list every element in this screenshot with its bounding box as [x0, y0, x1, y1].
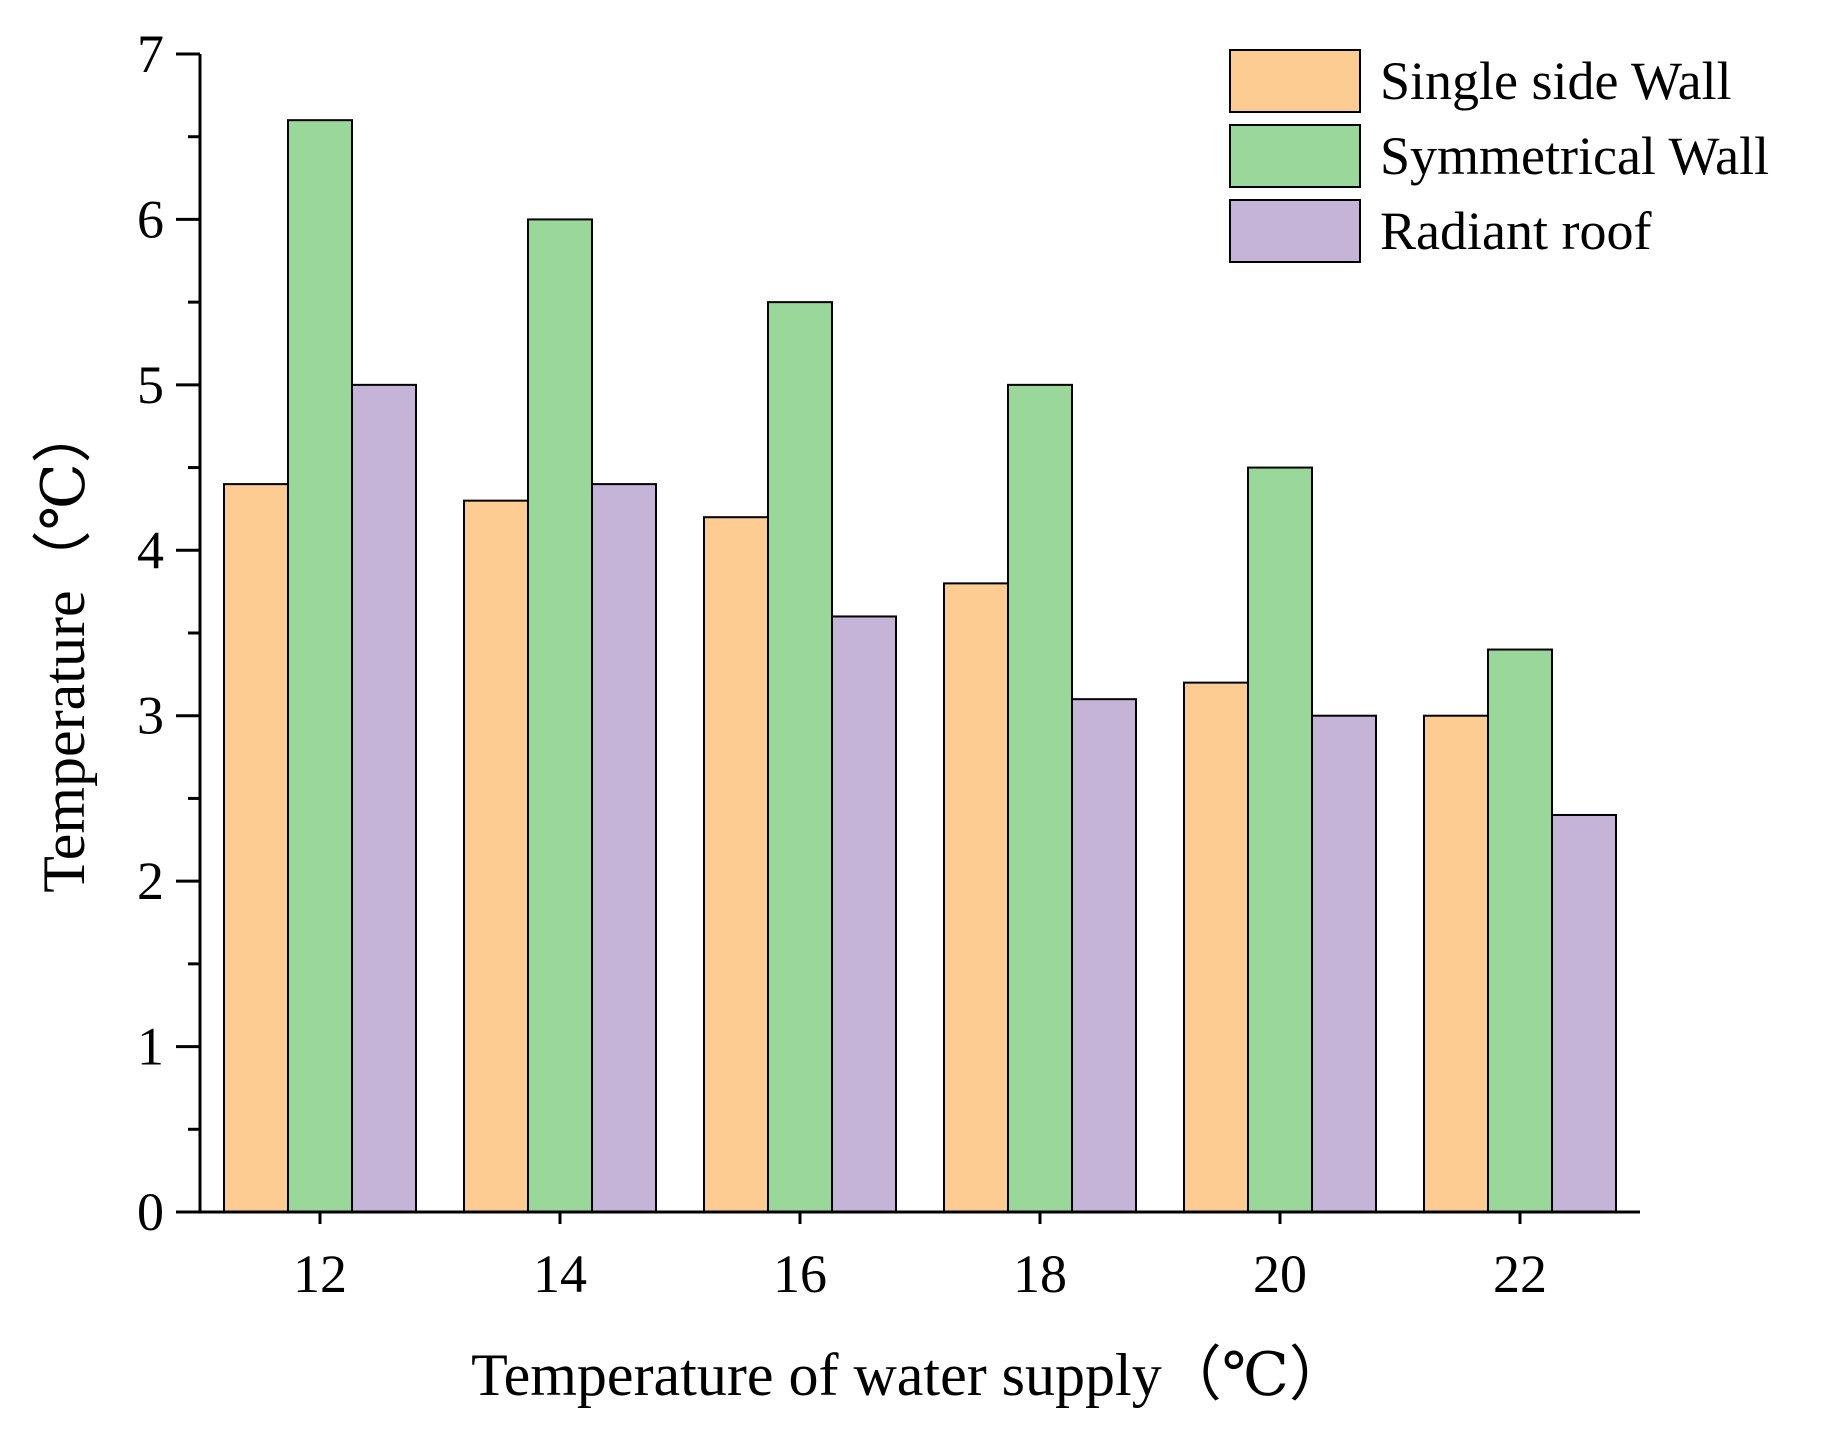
x-tick-label: 22 — [1493, 1244, 1547, 1304]
bar-radiant-roof-12 — [351, 383, 417, 1214]
y-tick-label: 3 — [137, 686, 164, 746]
bar-radiant-roof-18 — [1071, 698, 1137, 1213]
x-tick-label: 18 — [1013, 1244, 1067, 1304]
bar-single-side-wall-18 — [943, 582, 1009, 1213]
y-tick-label: 4 — [137, 520, 164, 580]
x-tick-label: 12 — [293, 1244, 347, 1304]
legend-swatch-radiant-roof — [1229, 199, 1361, 263]
y-tick-label: 2 — [137, 851, 164, 911]
bar-single-side-wall-22 — [1423, 714, 1489, 1213]
bar-symmetrical-wall-22 — [1487, 648, 1553, 1213]
legend-swatch-single-side-wall — [1229, 49, 1361, 113]
bar-symmetrical-wall-16 — [767, 301, 833, 1213]
y-axis-title: Temperature（℃） — [31, 403, 97, 892]
legend-swatch-symmetrical-wall — [1229, 124, 1361, 188]
bars-layer — [223, 119, 1617, 1214]
bar-radiant-roof-22 — [1551, 813, 1617, 1213]
x-tick-label: 20 — [1253, 1244, 1307, 1304]
bar-single-side-wall-14 — [463, 499, 529, 1213]
legend-label-radiant-roof: Radiant roof — [1380, 201, 1651, 261]
y-tick-label: 7 — [137, 24, 164, 84]
x-axis-title: Temperature of water supply（℃） — [471, 1342, 1349, 1408]
bar-symmetrical-wall-20 — [1247, 466, 1313, 1214]
y-tick-label: 5 — [137, 355, 164, 415]
y-tick-label: 0 — [137, 1182, 164, 1242]
legend-label-single-side-wall: Single side Wall — [1380, 51, 1732, 111]
y-tick-label: 1 — [137, 1017, 164, 1077]
legend: Single side Wall Symmetrical Wall Radiant … — [1229, 49, 1769, 263]
bar-radiant-roof-14 — [591, 483, 657, 1214]
bar-single-side-wall-12 — [223, 483, 289, 1214]
bar-radiant-roof-20 — [1311, 714, 1377, 1213]
bar-symmetrical-wall-14 — [527, 218, 593, 1213]
bar-radiant-roof-16 — [831, 615, 897, 1213]
bar-single-side-wall-20 — [1183, 681, 1249, 1213]
bar-symmetrical-wall-18 — [1007, 383, 1073, 1214]
x-tick-label: 16 — [773, 1244, 827, 1304]
x-tick-label: 14 — [533, 1244, 587, 1304]
bar-symmetrical-wall-12 — [287, 119, 353, 1214]
legend-label-symmetrical-wall: Symmetrical Wall — [1380, 126, 1769, 186]
y-tick-label: 6 — [137, 189, 164, 249]
bar-single-side-wall-16 — [703, 516, 769, 1213]
